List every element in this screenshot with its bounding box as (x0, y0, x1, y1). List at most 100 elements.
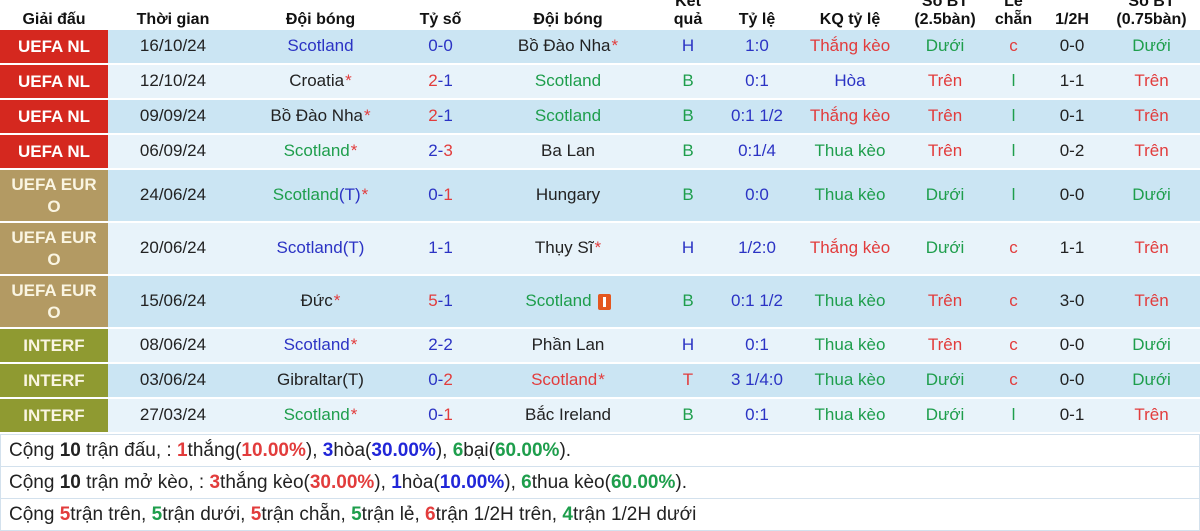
col-header-7: Tỷ lệ (738, 11, 776, 28)
match-row: INTERF 08/06/24 Scotland * 2-2 Phần Lan H 0:1 Th… (0, 329, 1200, 364)
away-team-cell: Scotland (478, 276, 658, 329)
goals075-cell: Dưới (1103, 30, 1200, 65)
home-mark-star: * (333, 291, 341, 311)
team-name: Đức (300, 291, 333, 311)
odds-result-cell: Thua kèo (796, 364, 904, 399)
team-name: Scotland (534, 106, 602, 126)
result-cell: H (658, 223, 718, 276)
odds-cell: 1:0 (718, 30, 796, 65)
odds-cell: 1/2:0 (718, 223, 796, 276)
league-cell: UEFA NL (0, 30, 108, 65)
away-team-cell: Hungary (478, 170, 658, 223)
league-cell: INTERF (0, 364, 108, 399)
home-team-cell: Scotland * (238, 329, 403, 364)
result-cell: H (658, 329, 718, 364)
score-cell: 0-1 (403, 399, 478, 434)
odds-cell: 3 1/4:0 (718, 364, 796, 399)
score-cell: 0-2 (403, 364, 478, 399)
col-header-11: 1/2H (1055, 11, 1089, 28)
table-body: UEFA NL 16/10/24 Scotland 0-0 Bồ Đào Nha * H 1:… (0, 30, 1200, 434)
team-name: Scotland (272, 185, 339, 205)
home-mark-star: * (594, 238, 602, 258)
goals25-cell: Dưới (904, 364, 986, 399)
half-score-cell: 0-0 (1041, 329, 1103, 364)
odd-even-cell: c (986, 329, 1041, 364)
odds-result-cell: Thua kèo (796, 399, 904, 434)
match-row: INTERF 27/03/24 Scotland * 0-1 Bắc Ireland B 0:… (0, 399, 1200, 434)
score-cell: 5-1 (403, 276, 478, 329)
odds-cell: 0:1 (718, 329, 796, 364)
goals075-cell: Trên (1103, 223, 1200, 276)
date-cell: 08/06/24 (108, 329, 238, 364)
odd-even-cell: l (986, 100, 1041, 135)
score-cell: 2-2 (403, 329, 478, 364)
home-team-cell: Scotland (238, 30, 403, 65)
away-team-cell: Ba Lan (478, 135, 658, 170)
match-row: UEFA NL 06/09/24 Scotland * 2-3 Ba Lan B 0:1/4 T… (0, 135, 1200, 170)
goals075-cell: Trên (1103, 276, 1200, 329)
date-cell: 03/06/24 (108, 364, 238, 399)
col-header-9: Số BT (2.5bàn) (914, 0, 976, 28)
home-team-cell: Gibraltar (T) (238, 364, 403, 399)
away-team-cell: Scotland (478, 100, 658, 135)
odds-cell: 0:0 (718, 170, 796, 223)
goals075-cell: Trên (1103, 135, 1200, 170)
col-header-3: Đội bóng (285, 11, 356, 28)
date-cell: 27/03/24 (108, 399, 238, 434)
result-cell: T (658, 364, 718, 399)
half-score-cell: 0-2 (1041, 135, 1103, 170)
odds-result-cell: Thắng kèo (796, 100, 904, 135)
date-cell: 15/06/24 (108, 276, 238, 329)
goals075-cell: Trên (1103, 65, 1200, 100)
goals25-cell: Dưới (904, 30, 986, 65)
away-team-cell: Scotland * (478, 364, 658, 399)
home-team-cell: Scotland * (238, 135, 403, 170)
result-cell: H (658, 30, 718, 65)
odds-cell: 0:1 1/2 (718, 276, 796, 329)
home-team-cell: Đức * (238, 276, 403, 329)
half-score-cell: 0-0 (1041, 364, 1103, 399)
match-row: UEFA EURO 15/06/24 Đức * 5-1 Scotland B 0:1 1/2… (0, 276, 1200, 329)
home-mark-star: * (361, 185, 369, 205)
home-mark-star: * (350, 335, 358, 355)
red-card-icon (597, 293, 611, 310)
match-row: UEFA NL 09/09/24 Bồ Đào Nha * 2-1 Scotland B 0:… (0, 100, 1200, 135)
team-name: Scotland (531, 370, 598, 390)
summary-line-3: Cộng 5 trận trên, 5 trận dưới, 5 trận chẵn,… (1, 498, 1199, 530)
goals25-cell: Trên (904, 276, 986, 329)
goals075-cell: Trên (1103, 100, 1200, 135)
away-team-cell: Bắc Ireland (478, 399, 658, 434)
home-team-cell: Scotland (T) (238, 223, 403, 276)
summary-footer: Cộng 10 trận đấu, : 1 thắng(10.00%), 3 hòa… (0, 434, 1200, 531)
league-cell: UEFA NL (0, 135, 108, 170)
date-cell: 16/10/24 (108, 30, 238, 65)
goals075-cell: Dưới (1103, 329, 1200, 364)
team-name: Bồ Đào Nha (517, 36, 611, 56)
odds-result-cell: Thắng kèo (796, 30, 904, 65)
score-cell: 2-1 (403, 100, 478, 135)
league-cell: UEFA EURO (0, 223, 108, 276)
team-name: Thụy Sĩ (534, 238, 594, 258)
odds-result-cell: Hòa (796, 65, 904, 100)
league-cell: UEFA NL (0, 65, 108, 100)
home-team-cell: Scotland (T) * (238, 170, 403, 223)
match-row: UEFA EURO 24/06/24 Scotland (T) * 0-1 Hungary B… (0, 170, 1200, 223)
odd-even-cell: c (986, 30, 1041, 65)
home-mark-star: * (598, 370, 605, 390)
summary-line-1: Cộng 10 trận đấu, : 1 thắng(10.00%), 3 hòa… (1, 434, 1199, 466)
date-cell: 09/09/24 (108, 100, 238, 135)
odds-cell: 0:1 (718, 399, 796, 434)
half-score-cell: 3-0 (1041, 276, 1103, 329)
goals075-cell: Dưới (1103, 170, 1200, 223)
odds-result-cell: Thua kèo (796, 135, 904, 170)
team-name: Scotland (287, 36, 354, 56)
home-team-cell: Bồ Đào Nha * (238, 100, 403, 135)
odds-result-cell: Thua kèo (796, 170, 904, 223)
odd-even-cell: c (986, 223, 1041, 276)
half-score-cell: 0-1 (1041, 100, 1103, 135)
score-cell: 2-3 (403, 135, 478, 170)
half-score-cell: 1-1 (1041, 223, 1103, 276)
odds-result-cell: Thua kèo (796, 276, 904, 329)
home-mark-star: * (345, 71, 352, 91)
